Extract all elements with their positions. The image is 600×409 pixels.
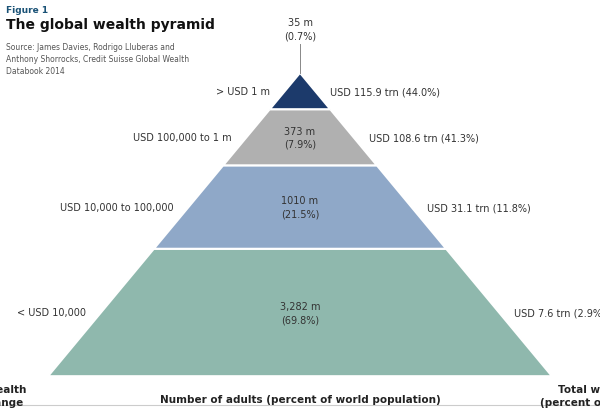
- Polygon shape: [223, 110, 377, 166]
- Text: Wealth
range: Wealth range: [0, 384, 26, 407]
- Text: Figure 1: Figure 1: [6, 6, 48, 15]
- Text: 373 m
(7.9%): 373 m (7.9%): [284, 126, 316, 150]
- Polygon shape: [270, 74, 330, 110]
- Text: USD 10,000 to 100,000: USD 10,000 to 100,000: [60, 202, 173, 213]
- Text: Total wealth
(percent of world): Total wealth (percent of world): [541, 384, 600, 407]
- Text: 3,282 m
(69.8%): 3,282 m (69.8%): [280, 301, 320, 324]
- Polygon shape: [48, 249, 552, 376]
- Text: Number of adults (percent of world population): Number of adults (percent of world popul…: [160, 394, 440, 404]
- Text: 35 m
(0.7%): 35 m (0.7%): [284, 18, 316, 41]
- Text: USD 7.6 trn (2.9%): USD 7.6 trn (2.9%): [514, 308, 600, 318]
- Text: USD 115.9 trn (44.0%): USD 115.9 trn (44.0%): [330, 87, 440, 97]
- Text: USD 100,000 to 1 m: USD 100,000 to 1 m: [133, 133, 232, 143]
- Text: The global wealth pyramid: The global wealth pyramid: [6, 18, 215, 32]
- Polygon shape: [154, 166, 446, 249]
- Text: USD 108.6 trn (41.3%): USD 108.6 trn (41.3%): [368, 133, 478, 143]
- Text: > USD 1 m: > USD 1 m: [216, 87, 270, 97]
- Text: Source: James Davies, Rodrigo Lluberas and
Anthony Shorrocks, Credit Suisse Glob: Source: James Davies, Rodrigo Lluberas a…: [6, 43, 189, 76]
- Text: < USD 10,000: < USD 10,000: [17, 308, 86, 318]
- Text: USD 31.1 trn (11.8%): USD 31.1 trn (11.8%): [427, 202, 530, 213]
- Text: 1010 m
(21.5%): 1010 m (21.5%): [281, 196, 319, 219]
